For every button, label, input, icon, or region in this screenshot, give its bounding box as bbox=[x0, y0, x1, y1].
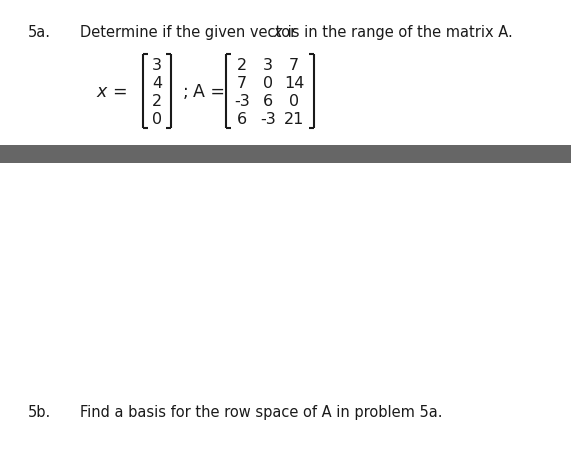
Text: 3: 3 bbox=[152, 58, 162, 72]
Text: $\mathbf{\mathit{x}}$: $\mathbf{\mathit{x}}$ bbox=[273, 25, 284, 40]
Text: $\mathbf{\mathit{x}}$ =: $\mathbf{\mathit{x}}$ = bbox=[96, 83, 127, 101]
Text: 0: 0 bbox=[263, 75, 273, 90]
Text: 6: 6 bbox=[263, 93, 273, 108]
Text: -3: -3 bbox=[234, 93, 250, 108]
Text: 14: 14 bbox=[284, 75, 304, 90]
Text: 2: 2 bbox=[152, 93, 162, 108]
Text: ;: ; bbox=[183, 83, 189, 101]
Text: 5b.: 5b. bbox=[28, 404, 51, 419]
Text: 2: 2 bbox=[237, 58, 247, 72]
Text: -3: -3 bbox=[260, 111, 276, 126]
Text: 0: 0 bbox=[152, 111, 162, 126]
Text: 21: 21 bbox=[284, 111, 304, 126]
Text: 7: 7 bbox=[237, 75, 247, 90]
Bar bbox=[0, 146, 571, 164]
Text: Find a basis for the row space of A in problem 5a.: Find a basis for the row space of A in p… bbox=[80, 404, 443, 419]
Text: 6: 6 bbox=[237, 111, 247, 126]
Text: 0: 0 bbox=[289, 93, 299, 108]
Text: is in the range of the matrix A.: is in the range of the matrix A. bbox=[283, 25, 513, 40]
Text: A =: A = bbox=[193, 83, 225, 101]
Text: 7: 7 bbox=[289, 58, 299, 72]
Text: Determine if the given vector: Determine if the given vector bbox=[80, 25, 301, 40]
Text: 5a.: 5a. bbox=[28, 25, 51, 40]
Text: 3: 3 bbox=[263, 58, 273, 72]
Text: 4: 4 bbox=[152, 75, 162, 90]
